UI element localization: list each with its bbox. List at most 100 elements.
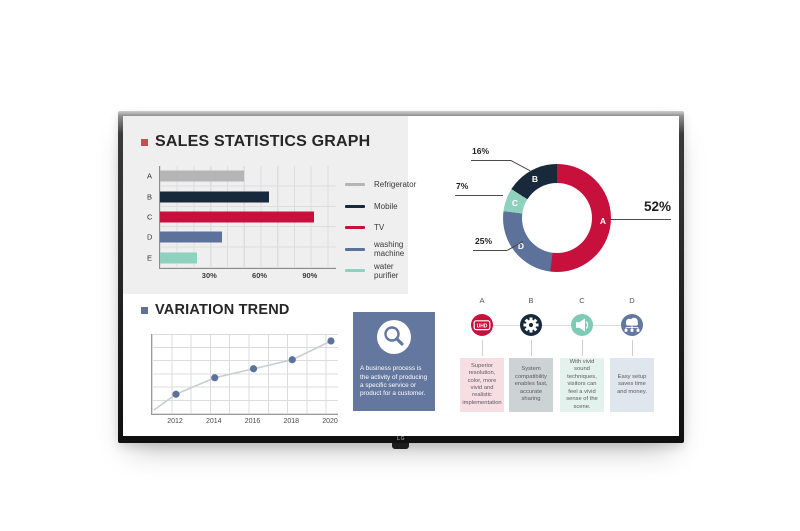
donut-segment-label: D	[517, 241, 525, 251]
year-tick-label: 2014	[205, 418, 222, 425]
legend-label: water purifier	[374, 261, 399, 280]
step-letter: C	[579, 296, 585, 305]
speaker-icon	[571, 314, 593, 336]
callout-line	[471, 160, 511, 161]
donut-segment-label: C	[511, 198, 519, 208]
bar	[160, 191, 269, 203]
donut-chart: A D C B 52% 16% 7% 25%	[448, 141, 679, 296]
bar-row: C	[147, 207, 336, 227]
legend-item: water purifier	[345, 260, 416, 282]
step-text: Superior resolution, color, more vivid a…	[462, 362, 502, 406]
red-square-bullet-icon	[141, 138, 148, 146]
line-chart	[151, 334, 338, 415]
lg-logo: LG	[397, 436, 405, 442]
gear-icon	[520, 314, 542, 336]
trend-section-title: VARIATION TREND	[141, 302, 290, 318]
step-text: With vivid sound techniques, visitors ca…	[566, 359, 598, 410]
legend-label: washing machine	[374, 240, 405, 259]
data-point	[211, 374, 219, 382]
blue-square-bullet-icon	[141, 306, 148, 314]
step-letter: B	[528, 296, 534, 305]
step-letter: A	[479, 296, 485, 305]
magnifier-icon	[377, 320, 411, 354]
step-stub-line	[482, 340, 483, 356]
legend-swatch	[345, 247, 365, 251]
step-stub-line	[582, 340, 583, 356]
x-tick-label: 30%	[201, 271, 217, 280]
line-chart-svg	[153, 337, 335, 411]
bar-category-label: C	[147, 212, 153, 222]
step-text-box: System compatibility enables fast, accur…	[509, 358, 553, 412]
step-text-box: Superior resolution, color, more vivid a…	[460, 358, 504, 412]
donut-callout-16: 16%	[472, 146, 490, 156]
process-step-a: A UHD Superior resolution, color, more v…	[460, 296, 504, 412]
step-stub-line	[632, 340, 633, 356]
legend-label: Mobile	[374, 201, 398, 211]
bar-row: E	[147, 248, 336, 268]
legend-label: TV	[374, 223, 385, 233]
svg-text:UHD: UHD	[477, 323, 488, 329]
info-box-text: A business process is the activity of pr…	[360, 365, 428, 397]
year-tick-label: 2016	[244, 418, 261, 425]
trend-panel: VARIATION TREND 2012 2014 2016 2018 2020	[123, 294, 353, 436]
donut-callout-7: 7%	[456, 181, 469, 191]
bar-row: A	[147, 166, 336, 186]
data-point	[172, 390, 180, 398]
bar	[160, 211, 315, 223]
bar	[160, 252, 197, 264]
process-step-d: D	[610, 296, 654, 412]
ir-sensor-nub	[392, 443, 409, 449]
data-point	[327, 337, 335, 345]
legend-item: washing machine	[345, 239, 416, 261]
bar-category-label: D	[147, 232, 153, 242]
legend-swatch	[345, 226, 365, 230]
data-point	[249, 365, 258, 373]
step-text-box: With vivid sound techniques, visitors ca…	[560, 358, 604, 412]
legend-item: Mobile	[345, 196, 416, 218]
bar-chart-legend: Refrigerator Mobile TV washing machine water…	[345, 174, 416, 282]
bar	[160, 170, 244, 182]
sales-section-title: SALES STATISTICS GRAPH	[141, 133, 370, 151]
callout-line	[510, 160, 531, 172]
x-tick-label: 90%	[302, 271, 318, 280]
step-text: Easy setup saves time and money.	[617, 373, 647, 395]
x-tick-label: 60%	[252, 271, 268, 280]
process-step-c: C With vivid sound techniques, visitors …	[560, 296, 604, 412]
donut-callout-52: 52%	[643, 199, 671, 214]
donut-hole	[522, 183, 592, 253]
step-stub-line	[531, 340, 532, 356]
uhd-badge-icon: UHD	[471, 314, 493, 336]
step-text-box: Easy setup saves time and money.	[610, 358, 654, 412]
year-tick-label: 2012	[167, 418, 183, 425]
bar-row: D	[147, 227, 336, 247]
callout-line	[473, 250, 507, 251]
process-connector-line	[482, 325, 633, 326]
legend-swatch	[345, 269, 365, 273]
legend-swatch	[345, 204, 365, 208]
trend-title-text: VARIATION TREND	[155, 302, 290, 318]
info-box: A business process is the activity of pr…	[353, 312, 435, 411]
legend-label: Refrigerator	[374, 180, 417, 190]
donut-callout-25: 25%	[475, 236, 493, 246]
process-step-b: B System compatibili	[509, 296, 553, 412]
data-point	[288, 356, 296, 364]
sales-title-text: SALES STATISTICS GRAPH	[155, 133, 371, 150]
bar-row: B	[147, 186, 336, 206]
year-tick-label: 2018	[283, 418, 300, 425]
bar-category-label: E	[147, 253, 153, 263]
year-tick-label: 2020	[322, 418, 338, 425]
bar-chart-x-axis: 30% 60% 90%	[159, 271, 335, 281]
legend-swatch	[345, 183, 365, 187]
callout-line	[455, 195, 503, 196]
step-text: System compatibility enables fast, accur…	[514, 366, 548, 403]
donut-segment-label: A	[599, 216, 607, 226]
cloud-network-icon	[621, 314, 643, 336]
step-letter: D	[629, 296, 635, 305]
donut-segment-label: B	[531, 174, 539, 184]
bar-category-label: A	[147, 171, 153, 181]
